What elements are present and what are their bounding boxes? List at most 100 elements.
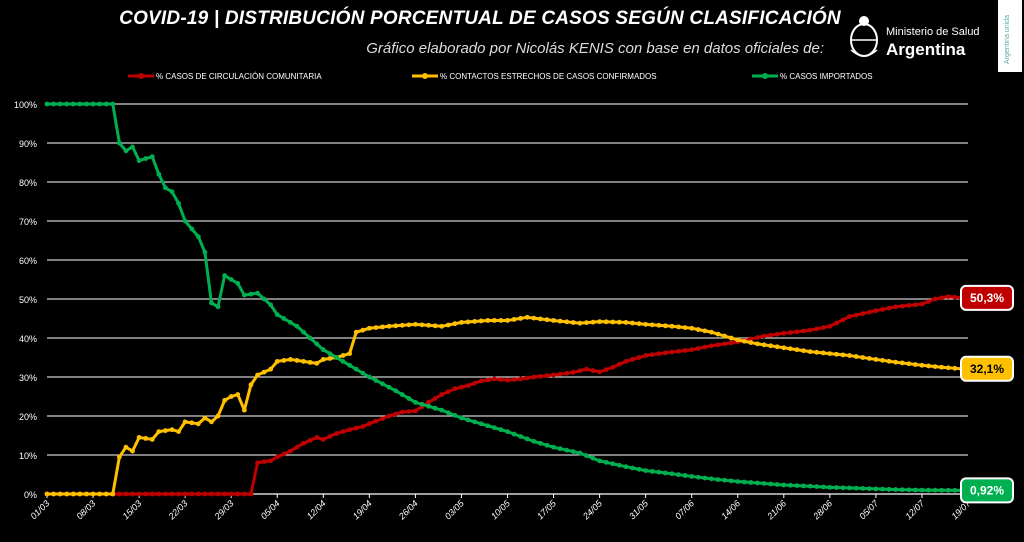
data-point <box>748 480 754 485</box>
data-point <box>570 449 576 454</box>
y-tick-label: 80% <box>19 178 37 188</box>
x-tick-label: 31/05 <box>627 498 651 522</box>
data-point <box>241 491 247 497</box>
data-point <box>143 156 149 162</box>
data-point <box>97 491 103 497</box>
data-point <box>202 249 208 255</box>
data-point <box>564 319 570 325</box>
data-point <box>465 383 471 388</box>
data-point <box>741 479 747 485</box>
data-point <box>847 353 852 358</box>
data-point <box>136 435 142 440</box>
end-value-box <box>960 477 1014 504</box>
data-point <box>722 341 727 347</box>
data-point <box>123 491 129 497</box>
data-point <box>709 343 714 349</box>
data-point <box>228 277 234 282</box>
legend-marker <box>762 73 768 79</box>
data-point <box>294 444 300 450</box>
data-point <box>307 437 313 443</box>
data-point <box>544 317 550 323</box>
data-point <box>853 485 859 491</box>
data-point <box>840 352 846 358</box>
data-point <box>847 314 852 319</box>
data-point <box>274 312 280 317</box>
data-point <box>787 346 793 352</box>
x-tick-label: 07/06 <box>673 498 696 521</box>
data-point <box>123 444 129 450</box>
data-point <box>590 368 596 373</box>
data-point <box>906 303 912 308</box>
data-point <box>130 491 135 497</box>
x-tick-label: 17/05 <box>535 498 559 522</box>
data-point <box>814 326 820 332</box>
data-point <box>353 329 359 335</box>
data-point <box>432 323 438 329</box>
data-point <box>347 351 353 356</box>
data-point <box>77 491 83 497</box>
data-point <box>886 358 892 364</box>
data-point <box>202 491 208 497</box>
data-point <box>169 427 175 433</box>
data-point <box>794 483 800 489</box>
data-point <box>169 189 175 195</box>
data-point <box>866 486 872 492</box>
data-point <box>505 429 510 434</box>
data-point <box>570 320 576 325</box>
data-point <box>669 323 675 329</box>
data-point <box>662 350 668 356</box>
data-point <box>327 434 333 439</box>
data-point <box>130 448 135 454</box>
data-point <box>774 331 780 337</box>
chart-subtitle: Gráfico elaborado por Nicolás KENIS con … <box>366 40 824 57</box>
x-tick-label: 26/04 <box>396 498 420 522</box>
data-point <box>445 410 451 416</box>
data-point <box>623 464 629 470</box>
data-point <box>353 425 359 431</box>
data-point <box>413 408 418 414</box>
data-point <box>228 394 234 399</box>
data-point <box>584 366 589 372</box>
data-point <box>189 420 195 426</box>
x-tick-label: 29/03 <box>212 498 236 522</box>
data-point <box>366 421 372 427</box>
data-point <box>301 440 306 446</box>
data-point <box>465 417 471 423</box>
data-point <box>649 352 655 358</box>
y-tick-label: 20% <box>19 412 37 422</box>
data-point <box>544 373 550 379</box>
data-point <box>149 154 155 160</box>
data-point <box>926 363 931 369</box>
data-point <box>715 331 721 337</box>
data-point <box>794 347 800 353</box>
data-point <box>577 450 583 456</box>
x-tick-label: 05/04 <box>259 498 282 521</box>
data-point <box>847 485 852 491</box>
data-point <box>176 201 181 206</box>
data-point <box>551 372 556 378</box>
data-point <box>735 337 741 343</box>
data-point <box>630 465 635 471</box>
data-point <box>695 346 701 351</box>
x-tick-label: 21/06 <box>765 498 789 522</box>
data-point <box>241 407 247 413</box>
x-tick-label: 10/05 <box>489 498 513 522</box>
data-point <box>518 315 524 321</box>
data-point <box>340 353 346 358</box>
data-point <box>491 425 497 431</box>
data-point <box>557 318 563 324</box>
legend-label: % CONTACTOS ESTRECHOS DE CASOS CONFIRMAD… <box>440 72 657 81</box>
data-point <box>452 321 458 327</box>
brand-tag: Argentina unida <box>998 0 1022 72</box>
data-point <box>268 366 274 372</box>
data-point <box>360 370 366 376</box>
data-point <box>630 320 635 326</box>
data-point <box>584 320 589 326</box>
data-point <box>643 321 649 327</box>
data-point <box>919 301 925 307</box>
data-point <box>623 359 629 364</box>
data-point <box>952 294 958 300</box>
data-point <box>860 486 866 491</box>
data-point <box>439 323 445 329</box>
data-point <box>445 389 451 395</box>
